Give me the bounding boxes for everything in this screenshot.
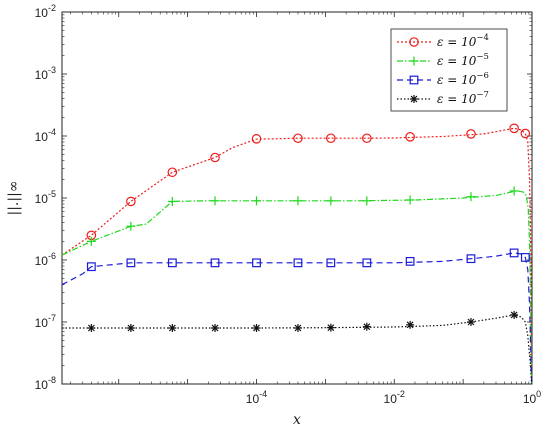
x-tick-labels: 10-4 10-2 100 (246, 389, 541, 406)
star-marker (466, 318, 475, 326)
square-marker (293, 258, 303, 268)
star-marker (510, 310, 519, 319)
square-marker (362, 258, 372, 268)
plus-marker (405, 195, 415, 205)
star-marker (326, 323, 335, 332)
circle-marker (326, 133, 336, 144)
series-line (61, 127, 533, 385)
y-tick-label: 10-8 (35, 375, 56, 392)
legend-label: ε = 10−6 (437, 71, 489, 87)
plus-marker (210, 196, 220, 206)
legend: ε = 10−4 ε = 10−5 ε = 10−6 ε = 10−7 (390, 28, 508, 112)
circle-marker (509, 123, 519, 134)
circle-marker (409, 37, 419, 47)
x-axis-label: x (293, 412, 301, 428)
x-tick-label: 10-2 (384, 389, 405, 406)
plus-marker (509, 186, 519, 196)
y-axis-label: ||.||∞ (6, 181, 22, 216)
plus-marker (251, 196, 261, 206)
square-marker (210, 258, 220, 268)
circle-marker (210, 152, 220, 163)
series-3 (61, 248, 533, 385)
x-tick-label: 100 (523, 389, 541, 406)
series-2 (61, 186, 533, 385)
y-tick-label: 10-4 (35, 127, 56, 144)
circle-marker (466, 129, 476, 139)
star-marker (293, 324, 302, 333)
y-tick-label: 10-7 (35, 313, 56, 330)
square-marker (326, 258, 336, 268)
legend-item: ε = 10−5 (397, 52, 489, 68)
series-line (61, 190, 533, 385)
legend-item: ε = 10−4 (397, 33, 489, 49)
square-marker (167, 258, 177, 268)
series-line (61, 252, 533, 385)
square-marker (520, 253, 530, 262)
circle-marker (405, 132, 415, 142)
square-marker (466, 254, 476, 264)
y-tick-label: 10-6 (35, 251, 56, 268)
circle-marker (251, 134, 262, 144)
star-marker (126, 324, 135, 333)
circle-marker (293, 133, 303, 144)
legend-label: ε = 10−5 (437, 52, 489, 68)
star-marker (410, 95, 418, 103)
legend-item: ε = 10−7 (397, 90, 489, 106)
square-marker (509, 248, 519, 258)
circle-marker (167, 167, 178, 178)
circle-marker (362, 133, 372, 144)
y-tick-label: 10-3 (35, 65, 56, 82)
plus-marker (293, 196, 303, 206)
square-marker (126, 258, 136, 268)
star-marker (87, 324, 96, 333)
circle-marker (126, 196, 136, 207)
star-marker (362, 322, 371, 331)
plus-marker (326, 196, 336, 206)
plus-marker (126, 221, 136, 231)
y-tick-labels: 10-8 10-7 10-6 10-5 10-4 10-3 10-2 (35, 3, 56, 392)
legend-label: ε = 10−7 (437, 90, 489, 106)
plus-marker (86, 236, 96, 246)
series-4 (62, 310, 533, 385)
star-marker (252, 324, 261, 333)
series-group (61, 123, 533, 385)
y-tick-label: 10-5 (35, 189, 56, 206)
square-marker (252, 258, 261, 268)
square-marker (409, 75, 419, 85)
series-1 (61, 123, 533, 385)
square-marker (86, 262, 96, 272)
plus-marker (466, 192, 476, 202)
star-marker (168, 324, 177, 333)
legend-item: ε = 10−6 (397, 71, 489, 87)
plus-marker (167, 196, 177, 206)
plus-marker (409, 56, 419, 66)
square-marker (405, 256, 415, 266)
circle-marker (520, 128, 531, 139)
star-marker (211, 324, 220, 333)
y-tick-label: 10-2 (35, 3, 56, 20)
series-line (62, 314, 533, 385)
legend-label: ε = 10−4 (437, 33, 489, 49)
star-marker (406, 320, 415, 329)
plus-marker (362, 196, 372, 206)
x-tick-label: 10-4 (246, 389, 267, 406)
